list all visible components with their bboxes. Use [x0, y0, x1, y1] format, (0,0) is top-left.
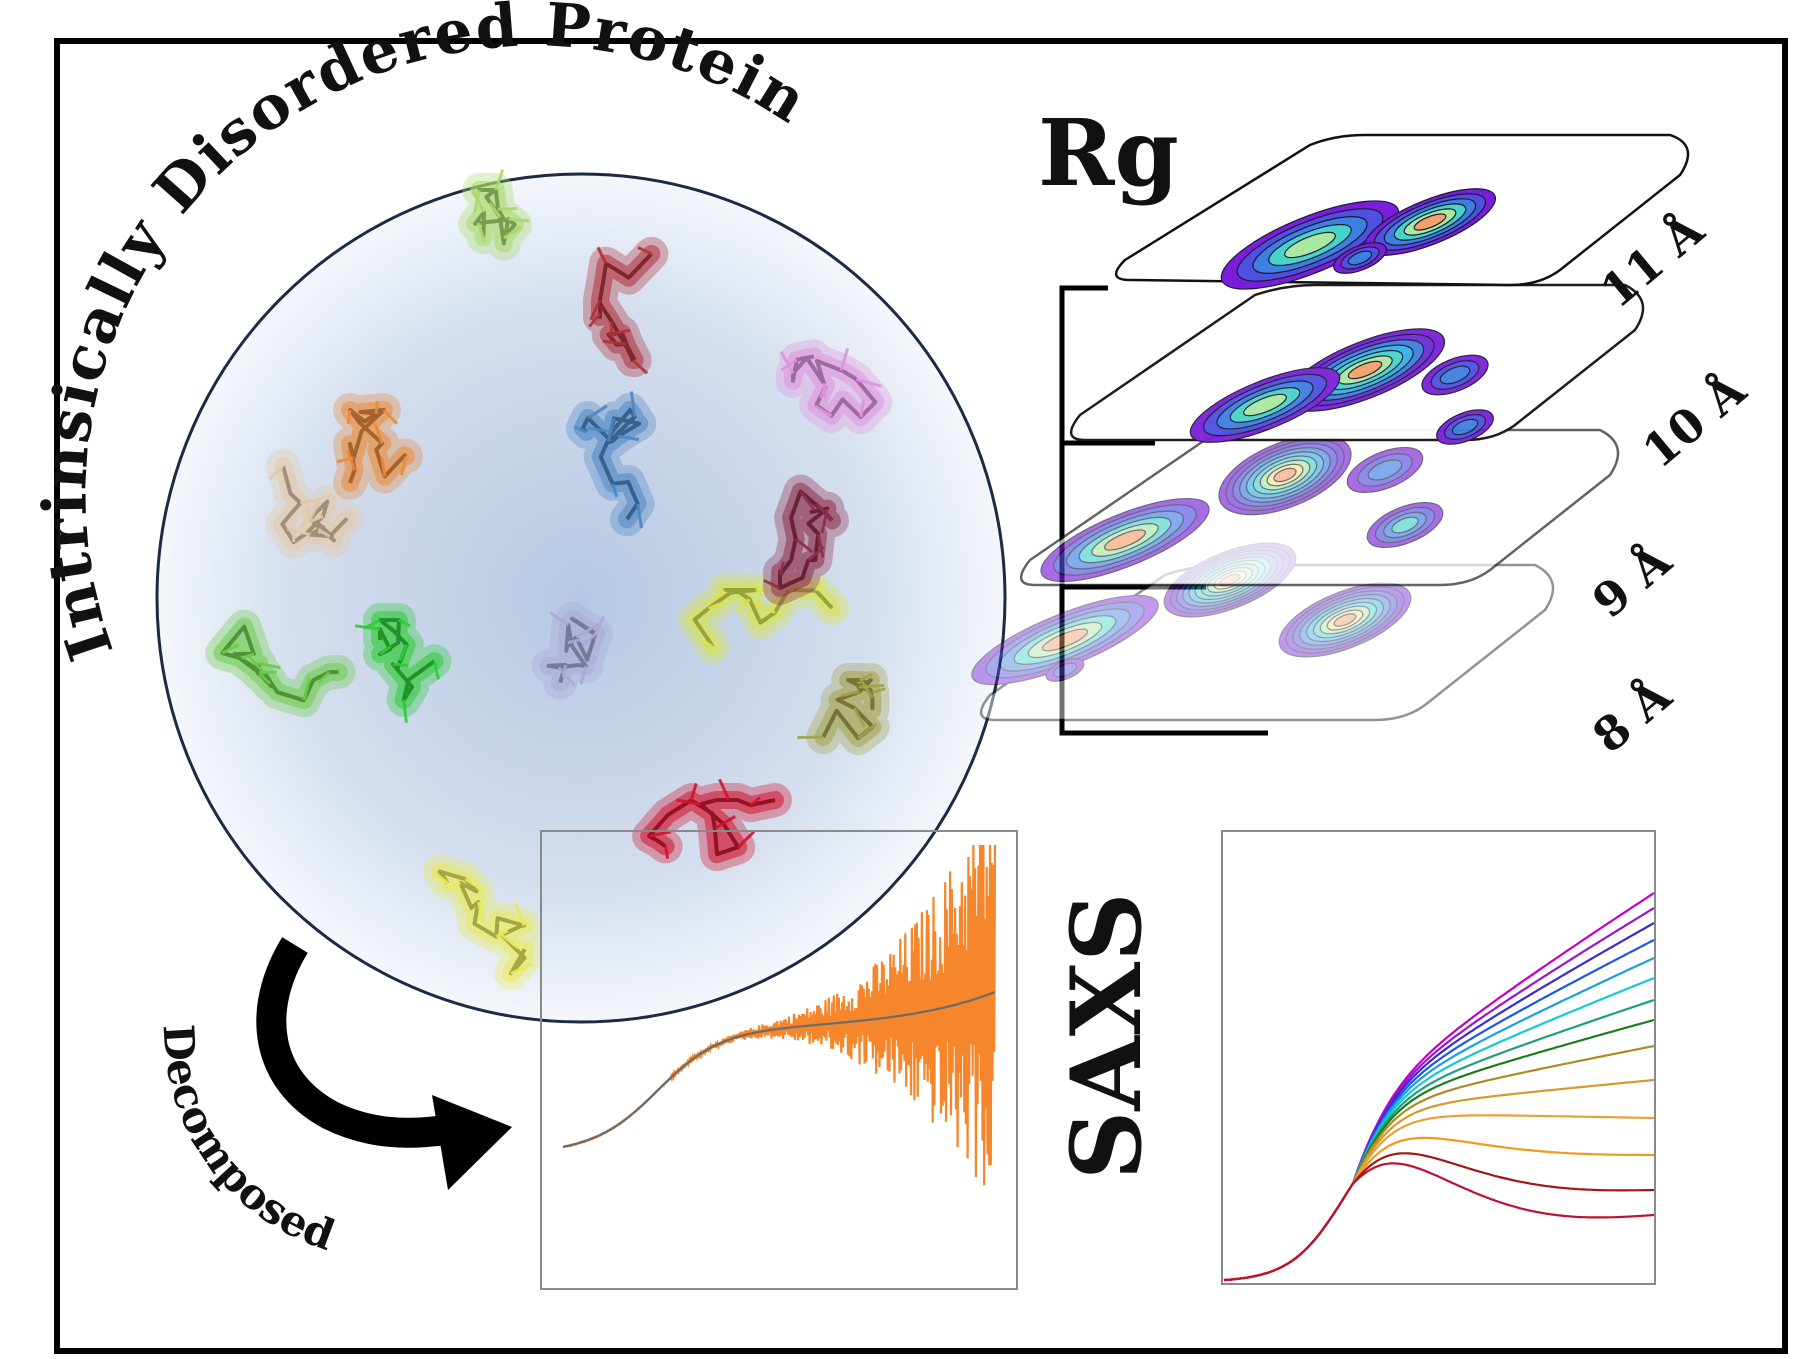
rg-slices: [971, 133, 1690, 722]
saxs-curve-2: [1223, 922, 1655, 1282]
protein-green: [205, 609, 356, 718]
fit-curve: [562, 990, 996, 1148]
saxs-curve-5: [1223, 976, 1655, 1282]
rg-label: Rg: [1038, 99, 1179, 207]
protein-bright-green: [354, 603, 452, 723]
protein-conformers: [205, 169, 893, 991]
saxs-curves: [1223, 892, 1655, 1282]
rg-slice-2: [1070, 283, 1645, 445]
protein-blue: [565, 391, 657, 537]
protein-tan: [265, 449, 365, 559]
saxs-plot-frame: [1221, 830, 1656, 1285]
rg-level-9: 9 Å: [1582, 532, 1682, 629]
saxs-curve-10: [1223, 1114, 1654, 1282]
rg-slice-3: [1115, 133, 1690, 290]
saxs-curve-13: [1223, 1162, 1655, 1282]
outer-frame: [54, 38, 1788, 1354]
decomposed-label: Decomposed: [153, 1023, 341, 1260]
protein-pale-yellow: [422, 854, 542, 991]
ensemble-circle: [155, 172, 1007, 1024]
decomposed-profile-plot: [540, 830, 1018, 1290]
protein-pink: [775, 339, 893, 435]
saxs-curve-8: [1223, 1044, 1655, 1282]
rg-dendrogram: [1059, 285, 1268, 736]
saxs-plot: [1221, 830, 1656, 1285]
decomposed-arrow-icon: [256, 937, 512, 1190]
saxs-curve-9: [1223, 1078, 1655, 1282]
protein-maroon: [763, 474, 849, 605]
protein-lavender: [531, 601, 614, 700]
protein-orange: [333, 393, 423, 500]
saxs-curve-6: [1223, 998, 1655, 1282]
decomposed-plot-frame: [540, 830, 1018, 1290]
saxs-label: SAXS: [1050, 892, 1163, 1180]
protein-lime-green: [458, 169, 532, 261]
protein-red: [632, 778, 792, 872]
saxs-curve-3: [1223, 939, 1655, 1282]
rg-level-8: 8 Å: [1582, 667, 1682, 764]
protein-dark-red: [583, 236, 669, 377]
rg-slice-1: [1020, 428, 1620, 587]
protein-olive: [797, 663, 890, 756]
saxs-curve-4: [1223, 956, 1655, 1282]
rg-level-10: 10 Å: [1632, 361, 1757, 478]
